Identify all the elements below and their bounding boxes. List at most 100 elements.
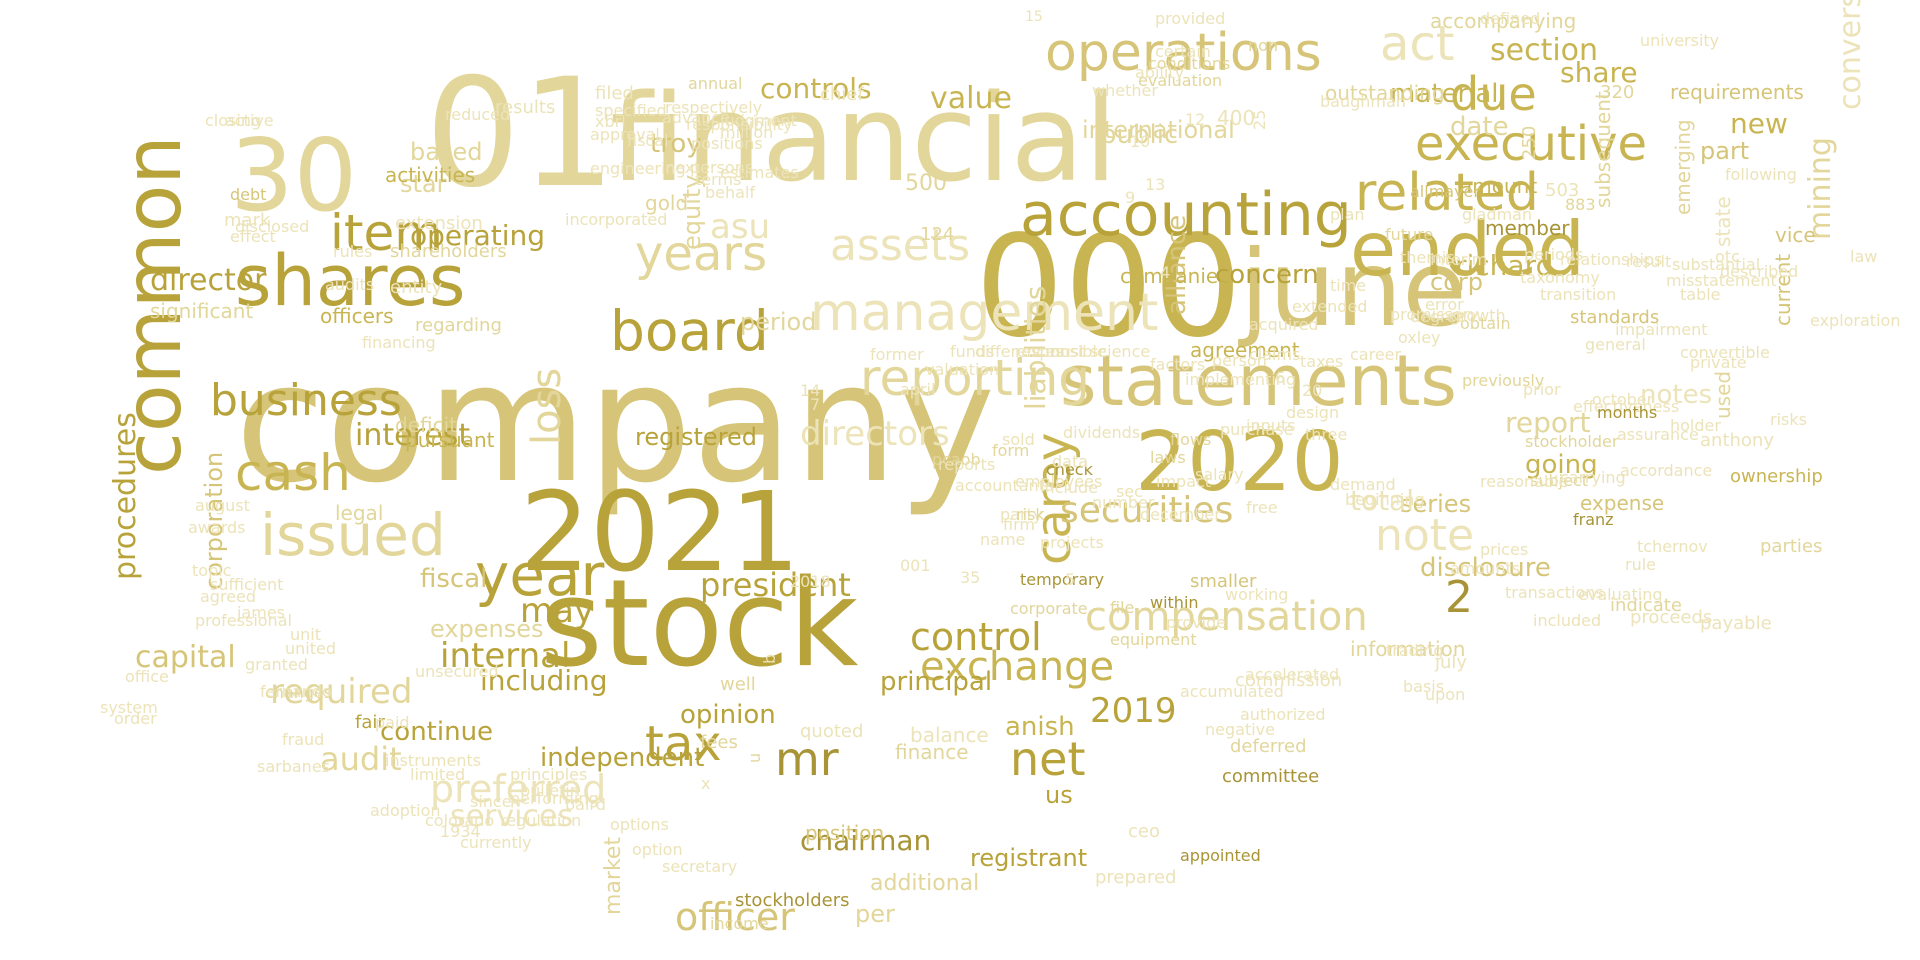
word-basis: basis — [1403, 677, 1444, 696]
word-impairment: impairment — [1615, 320, 1708, 339]
word-persons: persons — [690, 158, 753, 177]
word-notes: notes — [1640, 380, 1712, 410]
word-reduced: reduced — [445, 105, 510, 124]
word-results: results — [495, 97, 555, 118]
word-executive: executive — [1415, 116, 1647, 172]
word-securities: securities — [1060, 490, 1233, 531]
word-october: october — [1592, 390, 1654, 409]
word-risks: risks — [1770, 410, 1807, 429]
word-reports: reports — [938, 455, 995, 474]
word-fiscal: fiscal — [627, 131, 668, 150]
word-prepared: prepared — [1095, 867, 1176, 888]
word-35: 35 — [960, 568, 980, 587]
word-audit: audit — [320, 740, 402, 778]
word-next: next — [665, 158, 700, 177]
word-baughman: baughman — [1320, 92, 1406, 111]
word-prior: prior — [1523, 380, 1561, 399]
word-fair: fair — [355, 712, 385, 733]
word-private: private — [1690, 353, 1747, 372]
word-otc: otc — [1715, 247, 1740, 266]
word-july: july — [1434, 652, 1467, 673]
word-883: 883 — [1565, 195, 1596, 214]
word-result: result — [1626, 252, 1671, 271]
word-judgment: judgment — [719, 111, 797, 130]
word-principles: principles — [510, 765, 587, 784]
word-firm: firm — [1003, 515, 1035, 534]
word-april: april — [900, 380, 935, 399]
word-14: 14 — [800, 381, 820, 400]
word-regulation: regulation — [500, 811, 581, 830]
word-amounts: amounts — [1450, 559, 1520, 578]
word-richard: richard — [1455, 249, 1553, 282]
word-common: common — [109, 135, 199, 475]
word-name: name — [980, 530, 1025, 549]
word-note: note — [1375, 510, 1474, 561]
word-6: 6 — [1275, 368, 1285, 387]
word-must: must — [1045, 342, 1085, 361]
word-annual: annual — [688, 74, 742, 93]
word-growth: growth — [1450, 306, 1506, 325]
word-specified: specified — [595, 101, 667, 120]
word-august: august — [195, 496, 250, 515]
word-promissory: promissory — [1390, 305, 1479, 324]
word-asu: asu — [710, 207, 770, 247]
word-activities: activities — [385, 163, 475, 187]
word-regarding: regarding — [415, 315, 502, 336]
word-convertible: convertible — [1680, 343, 1770, 362]
word-changes: changes — [265, 683, 332, 702]
word-form: form — [992, 441, 1029, 460]
word-option: option — [632, 840, 683, 859]
word-alliance: alliance — [1162, 215, 1192, 315]
word-include: include — [1040, 478, 1098, 497]
word-accountants: accountants — [955, 476, 1053, 495]
word-assurance: assurance — [1617, 425, 1699, 444]
word-fiscal: fiscal — [420, 564, 487, 594]
word-prices: prices — [1480, 540, 1528, 559]
word-accordance: accordance — [1620, 461, 1712, 480]
word-preferred: preferred — [430, 767, 606, 811]
word-science: science — [1090, 342, 1150, 361]
word-person: person — [1212, 351, 1267, 370]
word-b: b — [760, 654, 779, 664]
word-law: law — [1850, 247, 1877, 266]
word-mark: mark — [224, 210, 271, 231]
word-provided: provided — [1155, 9, 1225, 28]
word-incorporated: incorporated — [565, 210, 667, 229]
word-previously: previously — [1462, 371, 1544, 390]
word-respectively: respectively — [665, 98, 762, 117]
word-sarbanes: sarbanes — [257, 757, 330, 776]
word-claims: claims — [1249, 345, 1300, 364]
word-closing: closing — [205, 111, 261, 130]
word-1934: 1934 — [440, 822, 481, 841]
word-certain: certain — [1155, 42, 1211, 61]
word-unsecured: unsecured — [415, 662, 499, 681]
word-market: market — [601, 837, 626, 915]
word-pcaob: pcaob — [932, 450, 981, 469]
word-tax: tax — [645, 716, 722, 772]
word-requirements: requirements — [1670, 80, 1804, 104]
word-active: active — [225, 111, 274, 130]
word-deferred: deferred — [1230, 736, 1307, 757]
word-concern: concern — [1215, 260, 1319, 290]
word-ownership: ownership — [1730, 466, 1823, 487]
word-allmayer: allmayer — [1410, 182, 1480, 201]
word-opinion: opinion — [680, 700, 776, 730]
word-20: 20 — [1302, 381, 1322, 400]
word-years: years — [635, 226, 767, 282]
word-three: three — [1305, 425, 1347, 444]
word-risk: risk — [1016, 505, 1045, 524]
word-01: 01 — [425, 47, 616, 221]
word-accumulated: accumulated — [1180, 682, 1284, 701]
word-number: number — [1092, 493, 1155, 512]
word-factors: factors — [1150, 355, 1205, 374]
word-member: member — [1485, 216, 1570, 240]
word-exploration: exploration — [1810, 311, 1900, 330]
word-dividends: dividends — [1063, 423, 1140, 442]
word-financial: financial — [610, 70, 1117, 209]
word-valuation: valuation — [925, 360, 999, 379]
word-standards: standards — [1570, 307, 1659, 328]
word-options: options — [610, 815, 669, 834]
word-entity: entity — [390, 277, 443, 298]
word-error: error — [1425, 295, 1464, 314]
word-included: included — [1533, 611, 1601, 630]
